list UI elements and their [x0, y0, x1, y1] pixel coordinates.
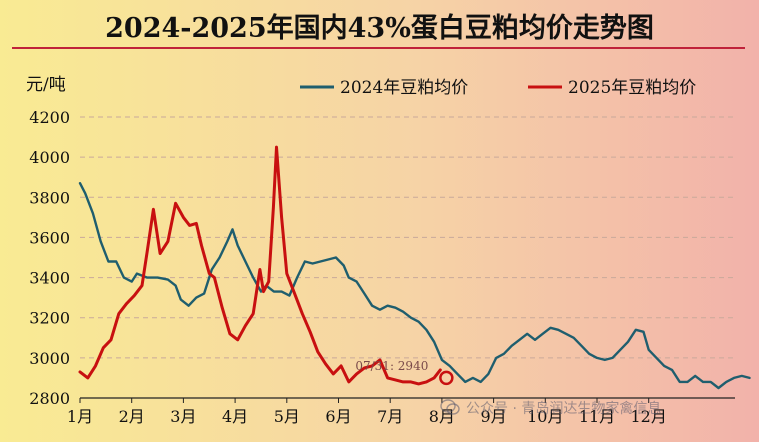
x-tick-label: 6月 — [325, 407, 351, 426]
wechat-icon — [440, 399, 460, 419]
series-lines — [78, 145, 751, 390]
y-tick-label: 3200 — [29, 309, 70, 328]
x-tick-label: 3月 — [170, 407, 196, 426]
gridlines — [80, 116, 735, 359]
y-tick-label: 2800 — [29, 389, 70, 408]
x-axis: 1月 2月 3月 4月 5月 6月 7月 8月 9月 10月 11月 12月 — [67, 397, 735, 426]
legend: 2024年豆粕均价 2025年豆粕均价 — [300, 78, 696, 98]
x-tick-label: 12月 — [631, 407, 667, 426]
x-tick-label: 5月 — [274, 407, 300, 426]
legend-label: 2025年豆粕均价 — [568, 78, 696, 98]
x-tick-label: 4月 — [222, 407, 248, 426]
y-tick-label: 4000 — [29, 148, 70, 167]
y-tick-label: 3600 — [29, 228, 70, 247]
legend-label: 2024年豆粕均价 — [340, 78, 468, 98]
x-tick-label: 7月 — [377, 407, 403, 426]
x-tick-label: 2月 — [119, 407, 145, 426]
x-tick-label: 11月 — [579, 407, 615, 426]
annotation-marker — [439, 370, 454, 386]
y-axis: 元/吨 2800 3000 3200 3400 3600 3800 4000 4200 — [26, 75, 70, 408]
chart-title: 2024-2025年国内43%蛋白豆粕均价走势图 — [105, 13, 654, 44]
watermark: 公众号 · 青岛润达生物家禽信息 — [440, 398, 661, 419]
y-tick-label: 4200 — [29, 108, 70, 127]
annotation: 07/31: 2940 — [355, 359, 454, 386]
title-divider — [12, 47, 745, 49]
series-2024-line — [78, 182, 751, 390]
x-tick-label: 1月 — [67, 407, 93, 426]
y-tick-label: 3000 — [29, 349, 70, 368]
y-axis-label: 元/吨 — [26, 75, 66, 95]
series-2025-line — [78, 145, 442, 386]
x-tick-label: 10月 — [527, 407, 563, 426]
y-tick-label: 3800 — [29, 188, 70, 207]
y-tick-label: 3400 — [29, 269, 70, 288]
watermark-text: 公众号 · 青岛润达生物家禽信息 — [466, 401, 662, 417]
x-tick-label: 9月 — [481, 407, 507, 426]
annotation-label: 07/31: 2940 — [355, 359, 428, 373]
